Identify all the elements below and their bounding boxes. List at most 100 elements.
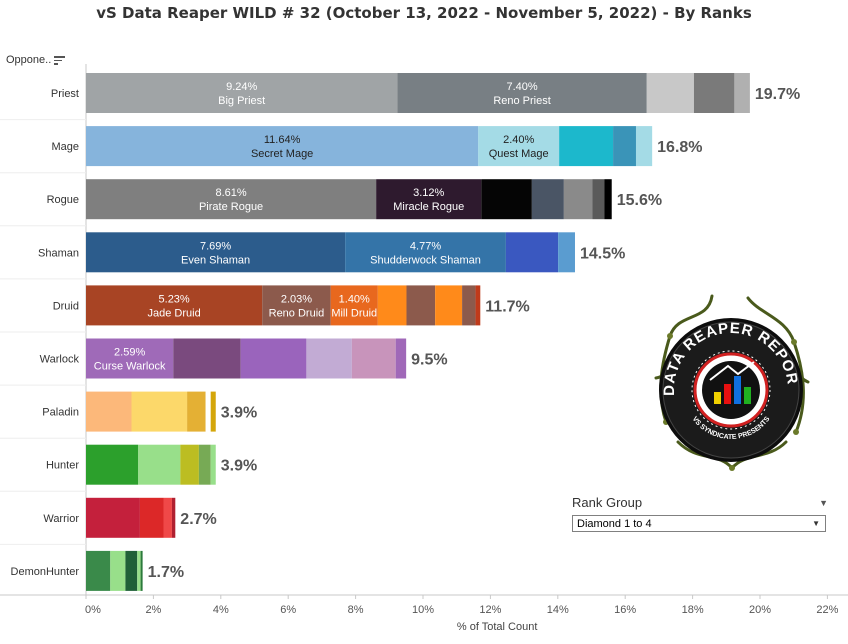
segment-value-label: 7.69% xyxy=(200,240,231,252)
segment-value-label: 2.40% xyxy=(503,134,534,146)
bar-segment xyxy=(210,391,216,432)
category-label: DemonHunter xyxy=(11,566,80,578)
bar-segment xyxy=(86,444,139,485)
bar-total-label: 15.6% xyxy=(617,192,662,209)
bar-segment xyxy=(198,444,211,485)
bar-total-label: 16.8% xyxy=(657,139,702,156)
x-tick-label: 8% xyxy=(348,604,364,616)
segment-value-label: 8.61% xyxy=(215,187,246,199)
bar-segment xyxy=(180,444,199,485)
bar-total-label: 14.5% xyxy=(580,245,625,262)
bar-segment xyxy=(377,285,407,326)
segment-name-label: Jade Druid xyxy=(148,307,201,319)
bar-segment xyxy=(86,338,174,379)
bar-segment xyxy=(86,73,398,113)
bar-segment xyxy=(693,73,735,113)
opponent-header-label: Oppone.. xyxy=(6,54,52,66)
bar-segment xyxy=(86,232,346,273)
segment-value-label: 3.12% xyxy=(413,187,444,199)
bar-segment xyxy=(86,391,132,432)
opponent-header[interactable]: Oppone.. xyxy=(6,54,66,66)
chart-title: vS Data Reaper WILD # 32 (October 13, 20… xyxy=(96,4,752,22)
x-tick-label: 2% xyxy=(145,604,161,616)
segment-value-label: 9.24% xyxy=(226,81,257,93)
segment-name-label: Mill Druid xyxy=(331,307,377,319)
bar-segment xyxy=(86,126,479,167)
segment-name-label: Even Shaman xyxy=(181,254,250,266)
bar-segment xyxy=(306,338,352,379)
filter-menu-icon[interactable]: ▼ xyxy=(819,497,828,508)
rank-group-filter: Rank Group ▼ Diamond 1 to 4 ▼ xyxy=(572,495,828,532)
bar-segment xyxy=(481,179,532,220)
bar-segment xyxy=(138,444,181,485)
chevron-down-icon: ▼ xyxy=(812,519,820,528)
bar-total-label: 3.9% xyxy=(221,458,257,475)
segment-name-label: Miracle Rogue xyxy=(393,201,464,213)
rank-group-select[interactable]: Diamond 1 to 4 ▼ xyxy=(572,515,826,532)
segment-value-label: 4.77% xyxy=(410,240,441,252)
segment-value-label: 7.40% xyxy=(506,81,537,93)
x-tick-label: 4% xyxy=(213,604,229,616)
rank-group-title: Rank Group xyxy=(572,495,643,510)
segment-name-label: Curse Warlock xyxy=(94,361,166,373)
segment-name-label: Pirate Rogue xyxy=(199,201,263,213)
bar-segment xyxy=(163,497,172,538)
bar-segment xyxy=(475,285,481,326)
category-label: Warrior xyxy=(43,513,79,525)
bar-segment xyxy=(86,179,377,220)
x-tick-label: 10% xyxy=(412,604,434,616)
bar-segment xyxy=(435,285,463,326)
x-tick-label: 0% xyxy=(85,604,101,616)
x-tick-label: 14% xyxy=(547,604,569,616)
bar-segment xyxy=(406,285,436,326)
bar-segment xyxy=(531,179,564,220)
bar-total-label: 19.7% xyxy=(755,86,800,103)
bar-segment xyxy=(558,232,575,273)
bar-segment xyxy=(131,391,188,432)
x-tick-label: 12% xyxy=(479,604,501,616)
bar-segment xyxy=(646,73,694,113)
bar-segment xyxy=(462,285,476,326)
bar-segment xyxy=(478,126,560,167)
bar-segment xyxy=(345,232,506,273)
category-label: Hunter xyxy=(46,460,79,472)
sort-icon[interactable] xyxy=(54,55,66,65)
category-label: Paladin xyxy=(42,407,79,419)
x-tick-label: 18% xyxy=(682,604,704,616)
bar-total-label: 3.9% xyxy=(221,405,257,422)
segment-value-label: 1.40% xyxy=(339,293,370,305)
x-tick-label: 6% xyxy=(280,604,296,616)
bar-segment xyxy=(137,550,141,591)
bar-segment xyxy=(330,285,378,326)
bar-segment xyxy=(604,179,612,220)
bar-total-label: 9.5% xyxy=(411,352,447,369)
bar-total-label: 11.7% xyxy=(485,298,529,315)
x-tick-label: 22% xyxy=(816,604,838,616)
category-label: Priest xyxy=(51,88,79,100)
category-label: Druid xyxy=(53,300,79,312)
category-label: Rogue xyxy=(47,194,79,206)
x-tick-label: 20% xyxy=(749,604,771,616)
bar-segment xyxy=(110,550,126,591)
bar-segment xyxy=(86,550,111,591)
category-label: Shaman xyxy=(38,247,79,259)
bar-segment xyxy=(210,444,216,485)
bar-segment xyxy=(559,126,614,167)
x-axis-title: % of Total Count xyxy=(457,621,538,633)
bar-segment xyxy=(635,126,653,167)
bar-segment xyxy=(376,179,482,220)
bar-segment xyxy=(592,179,605,220)
segment-name-label: Shudderwock Shaman xyxy=(370,254,481,266)
bar-segment xyxy=(86,285,263,326)
bar-segment xyxy=(205,391,211,432)
segment-value-label: 2.59% xyxy=(114,347,145,359)
bar-segment xyxy=(173,338,241,379)
bar-segment xyxy=(125,550,138,591)
bar-segment xyxy=(171,497,176,538)
bar-segment xyxy=(240,338,307,379)
bar-segment xyxy=(139,497,164,538)
segment-name-label: Big Priest xyxy=(218,95,265,107)
bar-segment xyxy=(140,550,143,591)
segment-value-label: 2.03% xyxy=(281,293,312,305)
